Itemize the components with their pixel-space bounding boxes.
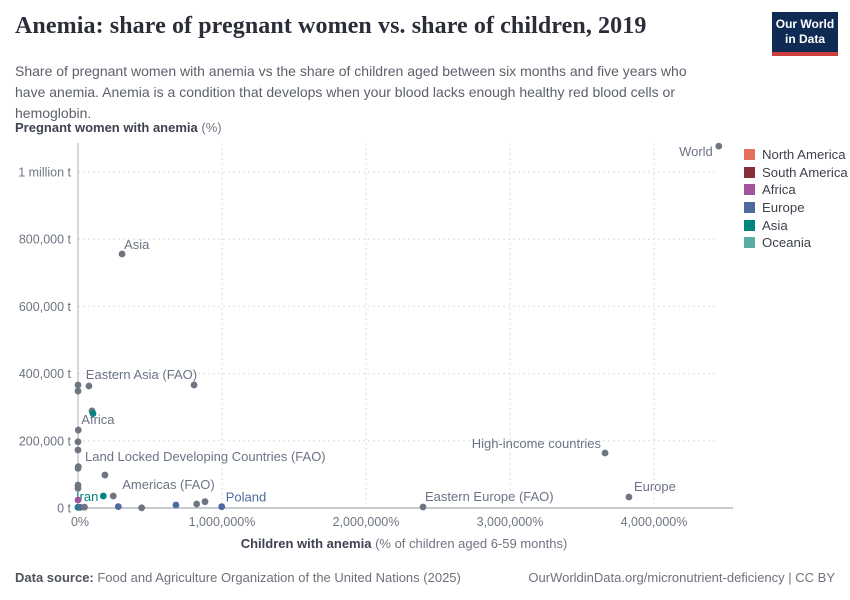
data-point-americas-fao[interactable] bbox=[109, 492, 117, 500]
data-point-europe[interactable] bbox=[625, 493, 633, 501]
legend-swatch bbox=[744, 237, 755, 249]
owid-logo-line1: Our World bbox=[775, 17, 835, 31]
x-tick-label: 1,000,000% bbox=[189, 515, 256, 529]
legend-label: Africa bbox=[762, 182, 796, 198]
y-tick-label: 400,000 t bbox=[19, 367, 72, 381]
legend-label: Oceania bbox=[762, 235, 812, 251]
legend-swatch bbox=[744, 166, 755, 178]
data-point[interactable] bbox=[138, 504, 146, 512]
legend-swatch bbox=[744, 184, 755, 196]
legend-item-oceania[interactable]: Oceania bbox=[744, 234, 848, 252]
legend-item-europe[interactable]: Europe bbox=[744, 199, 848, 217]
y-axis-title-bold: Pregnant women with anemia bbox=[15, 120, 198, 135]
data-point[interactable] bbox=[193, 500, 201, 508]
entity-label[interactable]: World bbox=[679, 144, 713, 159]
entity-label[interactable]: Land Locked Developing Countries (FAO) bbox=[85, 449, 326, 464]
data-point[interactable] bbox=[101, 471, 109, 479]
data-point-poland[interactable] bbox=[218, 503, 226, 511]
data-point[interactable] bbox=[172, 501, 180, 509]
data-point[interactable] bbox=[74, 438, 82, 446]
owid-url-link[interactable]: OurWorldinData.org/micronutrient-deficie… bbox=[528, 570, 835, 585]
data-source-label: Data source: bbox=[15, 570, 94, 585]
y-tick-label: 1 million t bbox=[18, 166, 71, 180]
entity-label[interactable]: Americas (FAO) bbox=[122, 477, 214, 492]
data-point-eastern-europe-fao[interactable] bbox=[419, 503, 427, 511]
data-point[interactable] bbox=[74, 381, 82, 389]
owid-logo[interactable]: Our World in Data bbox=[772, 12, 838, 56]
chart-subtitle: Share of pregnant women with anemia vs t… bbox=[15, 63, 687, 121]
entity-label[interactable]: Eastern Europe (FAO) bbox=[425, 489, 554, 504]
owid-logo-text: Our World in Data bbox=[776, 17, 834, 47]
x-tick-label: 3,000,000% bbox=[477, 515, 544, 529]
x-tick-label: 4,000,000% bbox=[621, 515, 688, 529]
y-tick-label: 0 t bbox=[57, 502, 71, 516]
data-point[interactable] bbox=[74, 484, 82, 492]
data-point-eastern-asia-fao[interactable] bbox=[190, 381, 198, 389]
data-point[interactable] bbox=[114, 503, 122, 511]
legend-label: Asia bbox=[762, 217, 788, 233]
data-point[interactable] bbox=[89, 410, 97, 417]
data-point-land-locked-developing-countries-fao[interactable] bbox=[74, 446, 82, 454]
data-point-africa[interactable] bbox=[74, 426, 82, 434]
y-tick-label: 600,000 t bbox=[19, 300, 72, 314]
legend-swatch bbox=[744, 202, 755, 214]
data-point[interactable] bbox=[74, 387, 82, 395]
x-axis-title-unit: (% of children aged 6-59 months) bbox=[371, 536, 568, 551]
legend-item-africa[interactable]: Africa bbox=[744, 181, 848, 199]
data-point-asia[interactable] bbox=[118, 250, 126, 258]
legend: North America South America Africa Europe As… bbox=[744, 146, 848, 252]
x-axis-title: Children with anemia (% of children aged… bbox=[78, 536, 730, 551]
x-tick-label: 0% bbox=[71, 515, 89, 529]
entity-label[interactable]: High-income countries bbox=[472, 436, 602, 451]
data-point[interactable] bbox=[85, 382, 93, 390]
legend-label: North America bbox=[762, 147, 846, 163]
page-title: Anemia: share of pregnant women vs. shar… bbox=[15, 13, 647, 39]
owid-logo-line2: in Data bbox=[784, 32, 825, 46]
entity-label[interactable]: Asia bbox=[124, 237, 150, 252]
entity-label[interactable]: Europe bbox=[634, 479, 676, 494]
data-source-value: Food and Agriculture Organization of the… bbox=[93, 570, 461, 585]
x-axis-title-bold: Children with anemia bbox=[240, 536, 372, 551]
legend-label: Europe bbox=[762, 200, 805, 216]
data-point[interactable] bbox=[201, 498, 209, 506]
y-tick-label: 800,000 t bbox=[19, 233, 72, 247]
legend-item-south-america[interactable]: South America bbox=[744, 164, 848, 182]
entity-label[interactable]: Africa bbox=[81, 412, 115, 427]
legend-item-asia[interactable]: Asia bbox=[744, 216, 848, 234]
data-point[interactable] bbox=[74, 464, 82, 472]
entity-label[interactable]: Eastern Asia (FAO) bbox=[86, 367, 197, 382]
chart-footer: Data source: Food and Agriculture Organi… bbox=[15, 570, 835, 585]
data-point[interactable] bbox=[81, 503, 88, 511]
entity-label[interactable]: Iran bbox=[76, 489, 98, 504]
y-axis-title: Pregnant women with anemia (%) bbox=[15, 120, 222, 135]
y-tick-label: 200,000 t bbox=[19, 434, 72, 448]
data-source: Data source: Food and Agriculture Organi… bbox=[15, 570, 461, 585]
legend-swatch bbox=[744, 149, 755, 161]
data-point-world[interactable] bbox=[715, 142, 723, 150]
legend-item-north-america[interactable]: North America bbox=[744, 146, 848, 164]
entity-label[interactable]: Poland bbox=[226, 490, 266, 505]
x-tick-label: 2,000,000% bbox=[333, 515, 400, 529]
y-axis-title-unit: (%) bbox=[197, 120, 222, 135]
legend-swatch bbox=[744, 219, 755, 231]
data-point[interactable] bbox=[74, 496, 82, 504]
data-point-iran[interactable] bbox=[99, 492, 107, 500]
legend-label: South America bbox=[762, 164, 848, 180]
data-point-high-income-countries[interactable] bbox=[601, 449, 609, 457]
